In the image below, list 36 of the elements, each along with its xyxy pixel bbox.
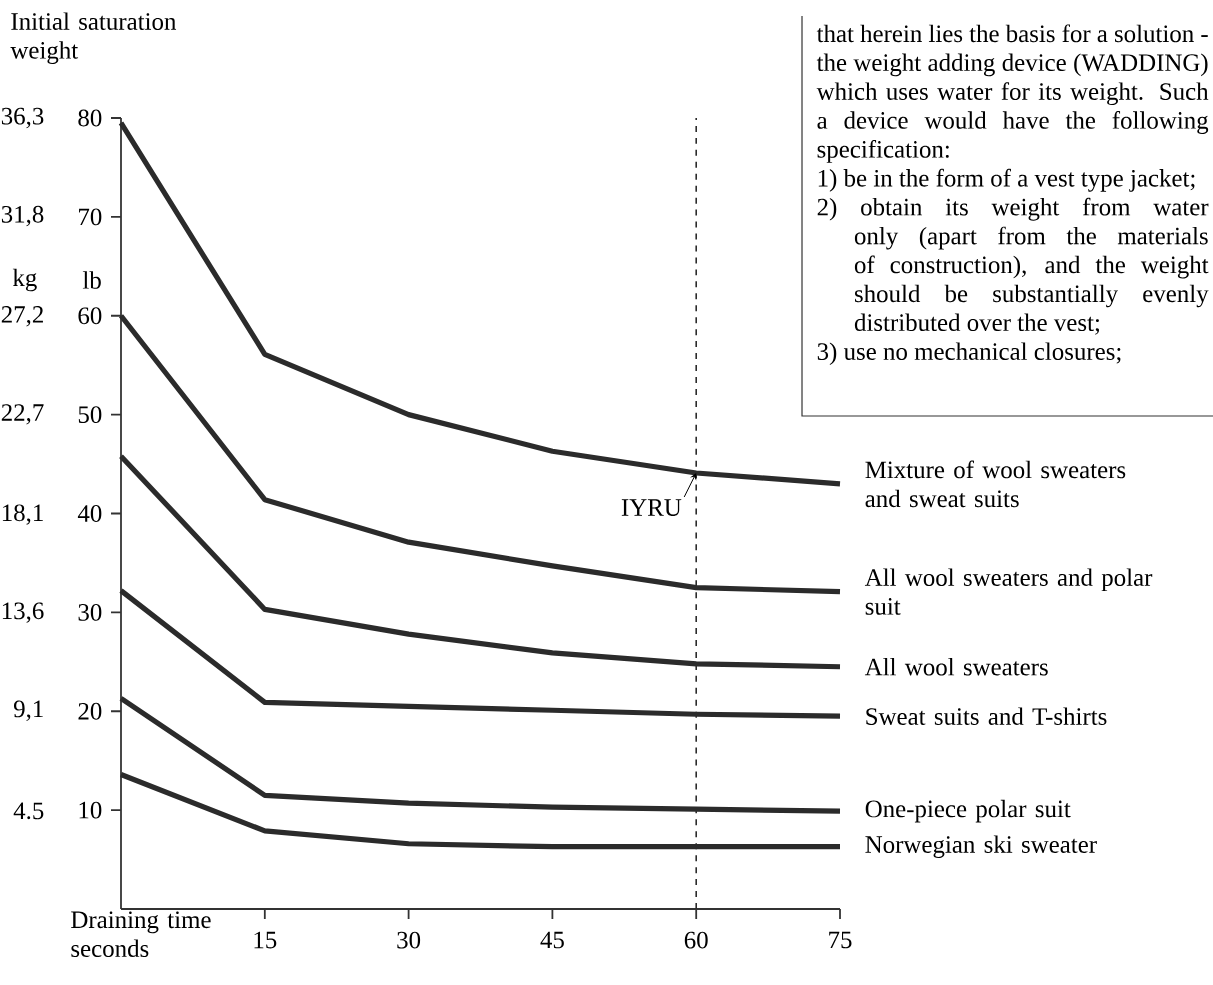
annotation: 2) obtain its weight from water only (apart from the materials of construction), and the weight should be substantially evenly distributed over the vest;: [817, 197, 1209, 335]
x-tick-label: 45: [540, 931, 564, 949]
y-tick-label: 50: [78, 406, 102, 424]
y2-tick-label: 18,1: [2, 504, 43, 525]
annotation: IYRU: [621, 499, 682, 516]
y-tick-label: 70: [79, 208, 102, 226]
series-label: Mixture of wool sweaters and sweat suits: [865, 460, 1126, 508]
annotation: 3) use no mechanical closures;: [817, 342, 1121, 366]
y2-tick-label: 22,7: [1, 404, 44, 425]
x-axis-title: Draining time seconds: [71, 911, 211, 958]
series-label: All wool sweaters and polar suit: [864, 568, 1153, 615]
x-tick-label: 75: [829, 931, 852, 949]
y2-tick-label: 13,6: [2, 602, 44, 623]
series-label: One-piece polar suit: [865, 799, 1071, 823]
y2-tick-label: 36,3: [1, 107, 44, 129]
y-tick-label: 60: [78, 307, 102, 325]
y-axis-title: lb: [82, 271, 101, 289]
x-tick-label: 60: [684, 931, 708, 949]
y2-tick-label: 31,8: [1, 205, 44, 227]
y-tick-label: 30: [78, 603, 102, 621]
y2-tick-label: 9,1: [13, 700, 43, 721]
annotation: that herein lies the basis for a solution - the weight adding device (WADDING) which uses water for its weight. Such a device would have the following specification:: [816, 24, 1209, 163]
series-label: Sweat suits and T-shirts: [866, 707, 1107, 725]
x-tick-label: 15: [254, 931, 277, 949]
series-label: Norwegian ski sweater: [865, 835, 1097, 859]
x-tick-label: 30: [397, 931, 421, 949]
y-tick-label: 20: [78, 702, 102, 720]
y-tick-label: 10: [79, 801, 102, 819]
annotation: 1) be in the form of a vest type jacket;: [818, 168, 1195, 192]
y2-axis-title: kg: [12, 268, 37, 292]
chart-title: Initial saturation weight: [10, 12, 177, 64]
y-tick-label: 40: [77, 505, 102, 522]
y2-tick-label: 4.5: [13, 802, 44, 820]
y2-tick-label: 27,2: [1, 306, 43, 327]
y-tick-label: 80: [78, 109, 102, 127]
series-label: All wool sweaters: [864, 658, 1048, 676]
